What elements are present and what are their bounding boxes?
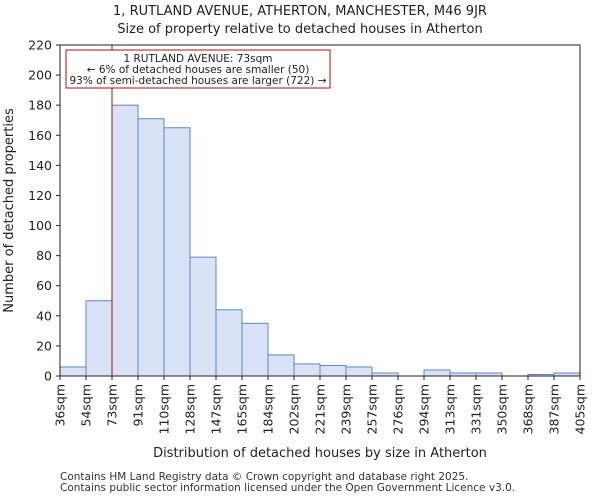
y-tick-label: 80 [36, 248, 52, 263]
x-tick-label: 147sqm [209, 384, 224, 434]
annotation-line-1: 1 RUTLAND AVENUE: 73sqm [123, 53, 272, 65]
y-tick-label: 60 [36, 278, 52, 293]
x-tick-label: 368sqm [521, 384, 536, 434]
chart-subtitle: Size of property relative to detached ho… [117, 22, 483, 37]
x-tick-label: 239sqm [339, 384, 354, 434]
bar-36sqm [59, 366, 87, 377]
x-tick-label: 294sqm [417, 384, 432, 434]
x-tick-label: 128sqm [183, 384, 198, 434]
bar-147sqm [215, 309, 243, 377]
bar-184sqm [267, 354, 295, 377]
annotation-box: 1 RUTLAND AVENUE: 73sqm ← 6% of detached… [65, 49, 331, 89]
x-tick-label: 221sqm [313, 384, 328, 434]
footer-line-2: Contains public sector information licen… [60, 482, 516, 494]
y-tick-label: 120 [28, 188, 52, 203]
y-tick-label: 100 [28, 218, 52, 233]
x-tick-label: 202sqm [287, 384, 302, 434]
bar-73sqm [111, 104, 139, 377]
x-tick-label: 91sqm [131, 384, 146, 427]
bar-91sqm [137, 118, 165, 377]
ticks-group: 0 20 40 60 80 100 120 140 160 180 200 220 36sqm 54sqm… [28, 38, 587, 435]
annotation-border [65, 49, 331, 89]
x-tick-label: 331sqm [469, 384, 484, 434]
x-tick-label: 313sqm [443, 384, 458, 434]
x-tick-label: 36sqm [53, 384, 68, 427]
y-tick-label: 0 [44, 369, 52, 384]
bar-110sqm [163, 127, 191, 377]
bar-128sqm [189, 256, 217, 377]
footer: Contains HM Land Registry data © Crown c… [60, 472, 515, 494]
footer-line-1: Contains HM Land Registry data © Crown c… [60, 471, 469, 483]
y-tick-label: 160 [28, 128, 52, 143]
x-axis-label: Distribution of detached houses by size … [153, 446, 487, 461]
y-tick-label: 40 [36, 308, 52, 323]
x-tick-label: 257sqm [365, 384, 380, 434]
x-tick-label: 73sqm [105, 384, 120, 427]
y-tick-label: 180 [28, 98, 52, 113]
bar-239sqm [345, 366, 373, 377]
bar-165sqm [241, 322, 269, 377]
chart-title-block: 1, RUTLAND AVENUE, ATHERTON, MANCHESTER,… [0, 3, 600, 39]
x-tick-label: 110sqm [157, 384, 172, 434]
x-tick-label: 184sqm [261, 384, 276, 434]
y-tick-label: 220 [28, 38, 52, 53]
bar-294sqm [423, 369, 451, 377]
x-tick-label: 165sqm [235, 384, 250, 434]
x-tick-label: 350sqm [495, 384, 510, 434]
annotation-line-3: 93% of semi-detached houses are larger (… [70, 75, 327, 87]
bar-54sqm [85, 300, 113, 377]
y-tick-label: 20 [36, 338, 52, 353]
chart-title: 1, RUTLAND AVENUE, ATHERTON, MANCHESTER,… [113, 4, 487, 19]
y-tick-label: 200 [28, 68, 52, 83]
y-tick-label: 140 [28, 158, 52, 173]
x-tick-label: 276sqm [391, 384, 406, 434]
bar-221sqm [319, 364, 347, 377]
x-tick-label: 387sqm [547, 384, 562, 434]
bars-group [59, 104, 581, 377]
x-tick-label: 54sqm [79, 384, 94, 427]
plot-frame [59, 44, 581, 377]
y-axis-label: Number of detached properties [2, 108, 17, 313]
x-tick-label: 405sqm [573, 384, 588, 434]
annotation-line-2: ← 6% of detached houses are smaller (50) [87, 64, 310, 76]
bar-202sqm [293, 363, 321, 377]
